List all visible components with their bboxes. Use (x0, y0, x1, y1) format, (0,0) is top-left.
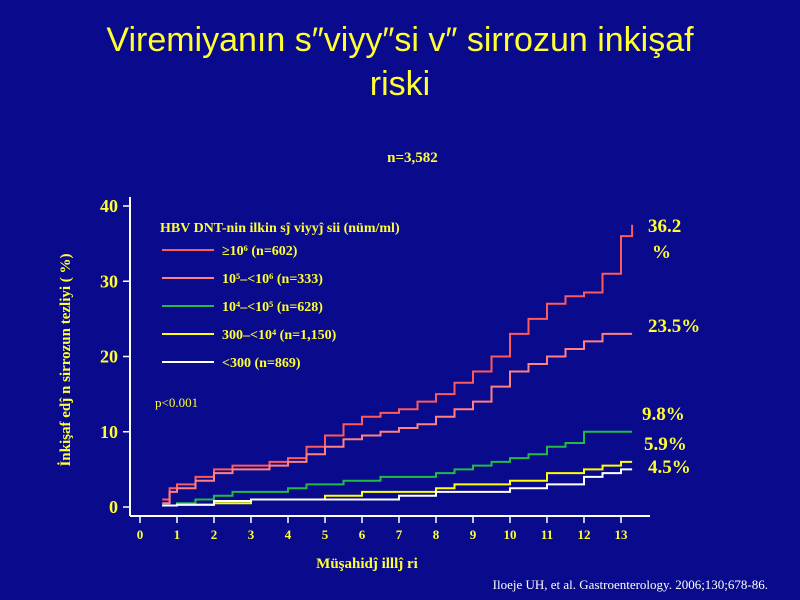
end-label-3: 9.8% (642, 404, 685, 425)
x-tick-label: 8 (433, 527, 440, 542)
legend-label: <300 (n=869) (222, 356, 301, 371)
legend-label: 10⁵–<10⁶ (n=333) (222, 272, 323, 287)
legend-title: HBV DNT-nin ilkin sĵ viyyĵ sii (nüm/ml) (160, 221, 400, 236)
slide-title-line2: riski (369, 65, 431, 103)
x-tick-label: 3 (248, 527, 255, 542)
x-tick-label: 10 (504, 527, 517, 542)
y-tick-label: 20 (100, 347, 118, 367)
sample-size-subtitle: n=3,582 (387, 150, 438, 166)
y-tick-label: 40 (100, 196, 118, 216)
slide-title: Viremiyanın s″viyy″si v″ sirrozun inkişa… (0, 18, 800, 106)
series-line-2 (162, 332, 633, 505)
chart-frame (129, 197, 650, 517)
y-tick-label: 0 (109, 497, 118, 517)
y-axis-title: İnkişaf edĵ n sirrozun tezliyi ( %) (57, 253, 74, 466)
series-lines (162, 224, 634, 507)
x-tick-label: 1 (174, 527, 181, 542)
y-tick-label: 30 (100, 271, 118, 291)
end-labels: 36.2% 23.5% 9.8% 5.9%4.5% (642, 216, 700, 478)
x-tick-label: 11 (541, 527, 553, 542)
slide-title-line1: Viremiyanın s″viyy″si v″ sirrozun inkişa… (106, 21, 694, 59)
x-tick-label: 7 (396, 527, 403, 542)
x-tick-label: 13 (615, 527, 629, 542)
y-tick-label: 10 (100, 422, 118, 442)
end-label-1-unit: % (652, 242, 671, 263)
end-label-1: 36.2 (648, 216, 681, 237)
legend-label: 300–<10⁴ (n=1,150) (222, 328, 337, 343)
end-label-4: 5.9% (644, 434, 687, 455)
x-tick-label: 0 (137, 527, 144, 542)
x-tick-label: 5 (322, 527, 329, 542)
legend-label: 10⁴–<10⁵ (n=628) (222, 300, 323, 315)
x-tick-label: 6 (359, 527, 366, 542)
p-value: p<0.001 (155, 395, 198, 410)
x-axis-title: Müşahidĵ illlĵ ri (316, 556, 418, 572)
series-line-4 (162, 460, 633, 507)
x-tick-label: 2 (211, 527, 218, 542)
series-line-5 (162, 468, 633, 507)
legend: HBV DNT-nin ilkin sĵ viyyĵ sii (nüm/ml) ≥… (160, 221, 400, 371)
end-label-5: 4.5% (648, 457, 691, 478)
end-label-2: 23.5% (648, 316, 700, 337)
series-line-1 (162, 224, 634, 501)
citation: Iloeje UH, et al. Gastroenterology. 2006… (492, 577, 768, 592)
series-line-3 (162, 430, 633, 507)
x-tick-label: 9 (470, 527, 477, 542)
x-tick-label: 12 (578, 527, 591, 542)
x-tick-label: 4 (285, 527, 292, 542)
legend-label: ≥10⁶ (n=602) (222, 244, 298, 259)
